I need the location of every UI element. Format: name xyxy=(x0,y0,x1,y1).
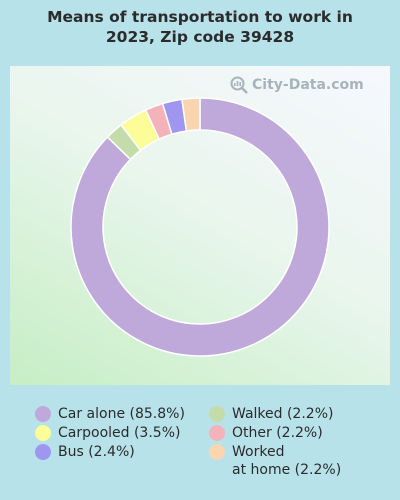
donut-slice-5 xyxy=(181,97,201,132)
watermark-text: City-Data.com xyxy=(252,77,364,93)
search-magnifier-icon xyxy=(230,76,248,94)
donut-chart xyxy=(70,97,330,357)
watermark: City-Data.com xyxy=(230,74,364,96)
legend-swatch xyxy=(35,406,51,422)
legend-label: Car alone (85.8%) xyxy=(58,406,185,422)
legend-label: Worked at home (2.2%) xyxy=(232,444,342,478)
legend-label: Walked (2.2%) xyxy=(232,406,334,422)
legend-item: Walked (2.2%) xyxy=(209,405,333,423)
legend-label: Carpooled (3.5%) xyxy=(58,425,181,441)
legend-item: Bus (2.4%) xyxy=(35,443,135,461)
legend-item: Other (2.2%) xyxy=(209,424,323,442)
legend-swatch xyxy=(209,406,225,422)
legend-item: Car alone (85.8%) xyxy=(35,405,185,423)
legend-swatch xyxy=(35,444,51,460)
legend-swatch xyxy=(35,425,51,441)
chart-title: Means of transportation to work in 2023,… xyxy=(47,8,353,46)
legend-swatch xyxy=(209,425,225,441)
chart-legend: Car alone (85.8%) Carpooled (3.5%) Bus (2.… xyxy=(0,400,400,490)
legend-swatch xyxy=(209,444,225,460)
donut-slice-0 xyxy=(70,97,330,357)
legend-label: Other (2.2%) xyxy=(232,425,323,441)
legend-item: Carpooled (3.5%) xyxy=(35,424,180,442)
legend-item: Worked at home (2.2%) xyxy=(209,443,341,479)
chart-panel xyxy=(10,66,390,385)
legend-label: Bus (2.4%) xyxy=(58,444,135,460)
